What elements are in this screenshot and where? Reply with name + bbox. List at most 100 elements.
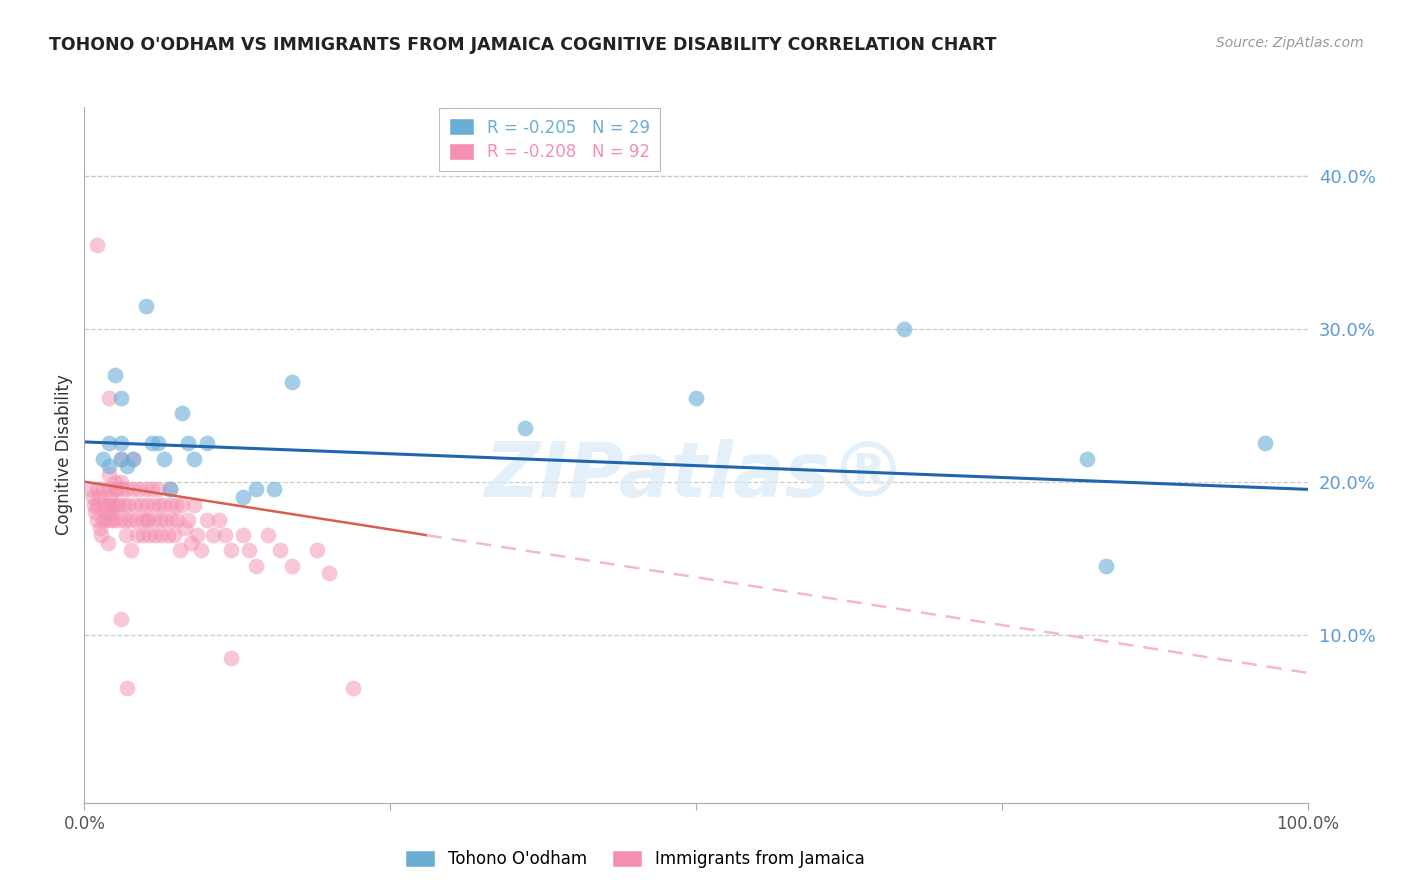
Point: [125, 513, 148, 527]
Point: [104, 483, 127, 497]
Point: [143, 528, 166, 542]
Point: [84, 505, 107, 519]
Point: [87, 490, 110, 504]
Point: [118, 513, 141, 527]
Point: [305, 543, 328, 558]
Point: [238, 543, 260, 558]
Point: [177, 513, 200, 527]
Point: [165, 498, 187, 512]
Text: TOHONO O'ODHAM VS IMMIGRANTS FROM JAMAICA COGNITIVE DISABILITY CORRELATION CHART: TOHONO O'ODHAM VS IMMIGRANTS FROM JAMAIC…: [49, 36, 997, 54]
Point: [108, 513, 131, 527]
Point: [135, 513, 157, 527]
Point: [214, 528, 236, 542]
Point: [1076, 451, 1098, 466]
Point: [148, 498, 170, 512]
Point: [107, 498, 129, 512]
Point: [153, 513, 176, 527]
Point: [180, 536, 202, 550]
Point: [245, 558, 267, 573]
Point: [232, 528, 254, 542]
Point: [159, 483, 181, 497]
Point: [79, 483, 101, 497]
Point: [136, 513, 159, 527]
Point: [110, 451, 132, 466]
Point: [111, 483, 134, 497]
Point: [128, 483, 150, 497]
Point: [97, 467, 120, 481]
Point: [318, 566, 340, 581]
Point: [86, 498, 108, 512]
Point: [115, 459, 138, 474]
Point: [115, 681, 138, 695]
Point: [129, 498, 152, 512]
Point: [201, 528, 224, 542]
Point: [135, 483, 157, 497]
Point: [141, 436, 163, 450]
Point: [122, 451, 145, 466]
Point: [100, 505, 122, 519]
Point: [125, 528, 148, 542]
Point: [190, 543, 212, 558]
Point: [93, 498, 115, 512]
Point: [97, 391, 120, 405]
Point: [94, 505, 117, 519]
Point: [82, 490, 104, 504]
Point: [135, 498, 157, 512]
Point: [513, 421, 536, 435]
Point: [142, 498, 165, 512]
Point: [186, 528, 208, 542]
Point: [86, 513, 108, 527]
Point: [110, 391, 132, 405]
Point: [103, 513, 125, 527]
Point: [166, 513, 188, 527]
Point: [172, 406, 194, 420]
Point: [100, 513, 122, 527]
Point: [110, 612, 132, 626]
Point: [101, 498, 124, 512]
Point: [162, 513, 184, 527]
Text: Source: ZipAtlas.com: Source: ZipAtlas.com: [1216, 36, 1364, 50]
Point: [173, 520, 195, 534]
Point: [281, 376, 304, 390]
Point: [153, 498, 176, 512]
Point: [172, 498, 194, 512]
Point: [86, 483, 108, 497]
Point: [105, 483, 128, 497]
Point: [1094, 558, 1116, 573]
Text: ZIPatlas®: ZIPatlas®: [485, 439, 907, 513]
Point: [114, 513, 136, 527]
Point: [257, 528, 280, 542]
Point: [150, 528, 173, 542]
Point: [342, 681, 364, 695]
Point: [122, 451, 145, 466]
Point: [219, 650, 242, 665]
Point: [124, 498, 146, 512]
Point: [893, 322, 915, 336]
Point: [135, 299, 157, 313]
Point: [263, 483, 285, 497]
Point: [115, 528, 138, 542]
Point: [169, 543, 191, 558]
Point: [98, 490, 121, 504]
Point: [177, 436, 200, 450]
Point: [89, 520, 111, 534]
Point: [104, 368, 127, 382]
Point: [156, 528, 179, 542]
Point: [163, 528, 186, 542]
Point: [112, 498, 135, 512]
Point: [232, 490, 254, 504]
Point: [122, 483, 145, 497]
Point: [115, 483, 138, 497]
Y-axis label: Cognitive Disability: Cognitive Disability: [55, 375, 73, 535]
Point: [96, 513, 118, 527]
Point: [1254, 436, 1277, 450]
Point: [110, 475, 132, 489]
Point: [117, 498, 139, 512]
Point: [110, 436, 132, 450]
Point: [146, 483, 169, 497]
Point: [146, 436, 169, 450]
Point: [86, 237, 108, 252]
Point: [105, 498, 128, 512]
Point: [91, 513, 114, 527]
Point: [97, 436, 120, 450]
